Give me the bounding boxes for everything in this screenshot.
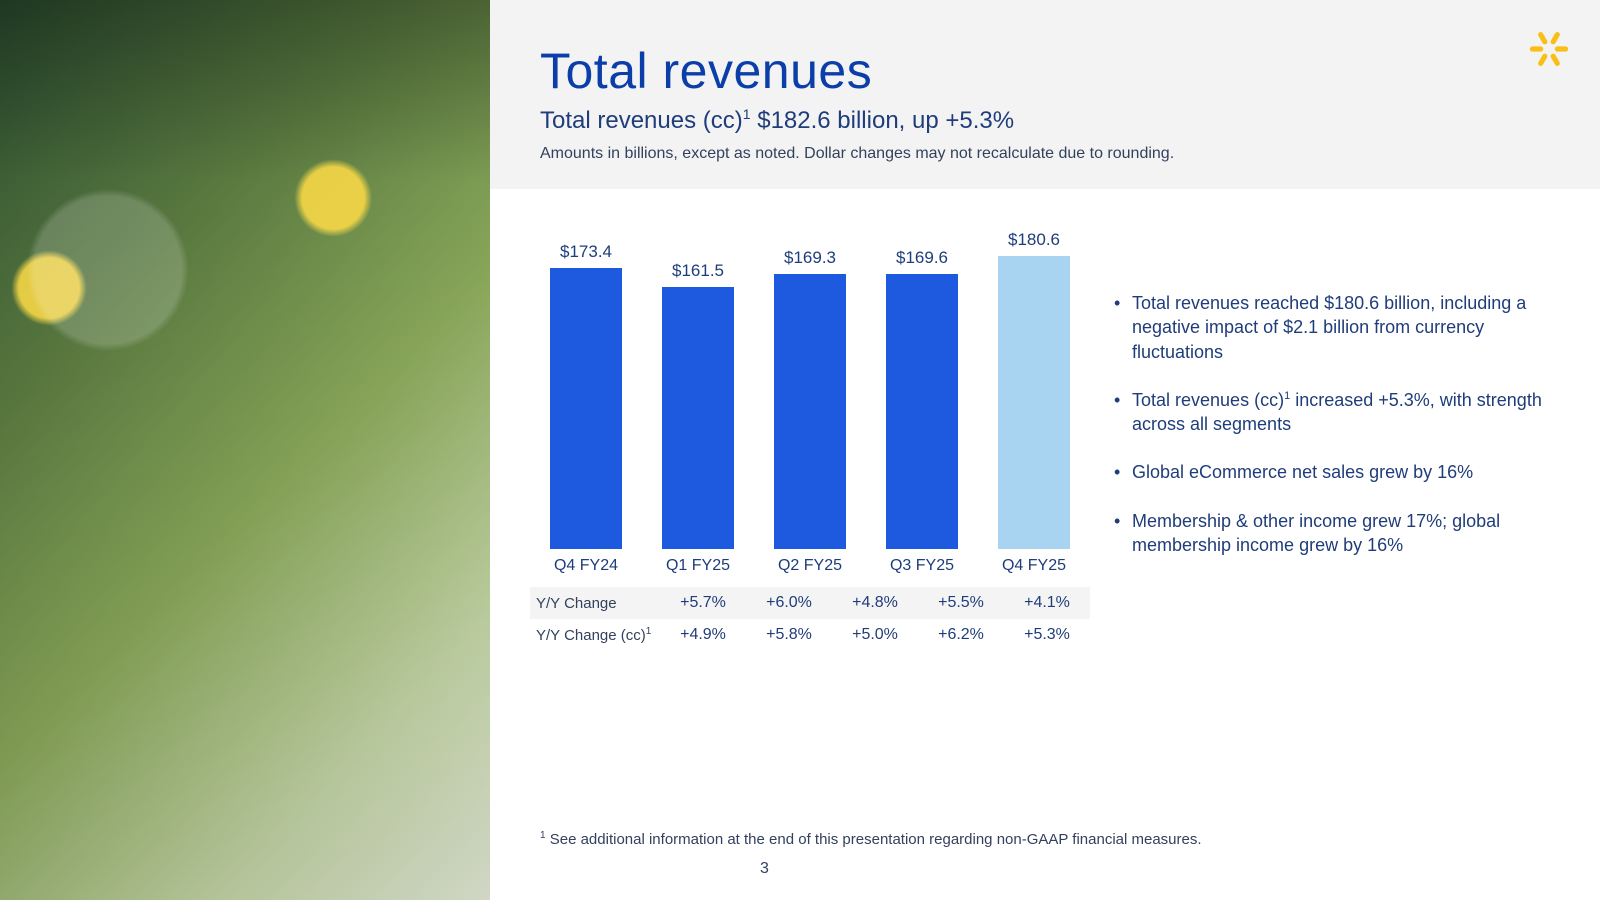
bar-q3fy25: $169.6 [877,248,967,549]
table-row-cells: +5.7%+6.0%+4.8%+5.5%+4.1% [660,594,1090,612]
table-cell: +5.0% [832,626,918,644]
walmart-spark-icon [1526,26,1572,72]
table-cell: +4.1% [1004,594,1090,612]
footnote-text: See additional information at the end of… [546,831,1202,848]
bar [774,274,846,549]
table-row-label: Y/Y Change (cc)1 [530,626,660,644]
bar-q4fy24: $173.4 [541,242,631,549]
x-tick: Q4 FY24 [541,557,631,575]
bar-value-label: $161.5 [672,261,724,281]
bullet-item: Global eCommerce net sales grew by 16% [1110,460,1550,484]
subtitle-sup: 1 [743,106,751,122]
bar-value-label: $169.3 [784,248,836,268]
bar [550,268,622,549]
bar [998,256,1070,549]
table-cell: +4.9% [660,626,746,644]
bullets-panel: Total revenues reached $180.6 billion, i… [1110,219,1570,651]
table-cell: +5.8% [746,626,832,644]
slide: Total revenues Total revenues (cc)1 $182… [0,0,1600,900]
chart-x-axis: Q4 FY24 Q1 FY25 Q2 FY25 Q3 FY25 Q4 FY25 [530,557,1090,575]
table-cell: +4.8% [832,594,918,612]
table-row-cells: +4.9%+5.8%+5.0%+6.2%+5.3% [660,626,1090,644]
hero-photo [0,0,490,900]
bar [886,274,958,549]
bullet-item: Membership & other income grew 17%; glob… [1110,509,1550,558]
table-row: Y/Y Change (cc)1+4.9%+5.8%+5.0%+6.2%+5.3… [530,619,1090,651]
table-cell: +6.2% [918,626,1004,644]
bar-q4fy25: $180.6 [989,230,1079,549]
content-area: Total revenues Total revenues (cc)1 $182… [490,0,1600,900]
table-row: Y/Y Change+5.7%+6.0%+4.8%+5.5%+4.1% [530,587,1090,619]
bar-q2fy25: $169.3 [765,248,855,549]
bar-value-label: $180.6 [1008,230,1060,250]
table-cell: +5.3% [1004,626,1090,644]
slide-note: Amounts in billions, except as noted. Do… [540,145,1540,163]
table-cell: +5.5% [918,594,1004,612]
x-tick: Q2 FY25 [765,557,855,575]
slide-title: Total revenues [540,42,1540,100]
bullets-list: Total revenues reached $180.6 billion, i… [1110,291,1550,557]
bar-q1fy25: $161.5 [653,261,743,549]
bar-value-label: $169.6 [896,248,948,268]
bar-value-label: $173.4 [560,242,612,262]
page-number: 3 [760,860,769,878]
slide-subtitle: Total revenues (cc)1 $182.6 billion, up … [540,106,1540,135]
table-cell: +5.7% [660,594,746,612]
chart-area: $173.4 $161.5 $169.3 $169.6 $180.6 Q4 FY24 Q1… [530,219,1090,651]
table-row-label: Y/Y Change [530,595,660,612]
revenue-bar-chart: $173.4 $161.5 $169.3 $169.6 $180.6 [530,219,1090,549]
bullet-item: Total revenues reached $180.6 billion, i… [1110,291,1550,364]
footnote: 1 See additional information at the end … [540,830,1202,848]
header-band: Total revenues Total revenues (cc)1 $182… [490,0,1600,189]
yoy-table: Y/Y Change+5.7%+6.0%+4.8%+5.5%+4.1%Y/Y C… [530,587,1090,651]
subtitle-post: $182.6 billion, up +5.3% [751,107,1015,134]
slide-body: $173.4 $161.5 $169.3 $169.6 $180.6 Q4 FY24 Q1… [490,189,1600,651]
bullet-item: Total revenues (cc)1 increased +5.3%, wi… [1110,388,1550,437]
x-tick: Q3 FY25 [877,557,967,575]
subtitle-pre: Total revenues (cc) [540,107,743,134]
bar [662,287,734,549]
table-cell: +6.0% [746,594,832,612]
x-tick: Q1 FY25 [653,557,743,575]
x-tick: Q4 FY25 [989,557,1079,575]
